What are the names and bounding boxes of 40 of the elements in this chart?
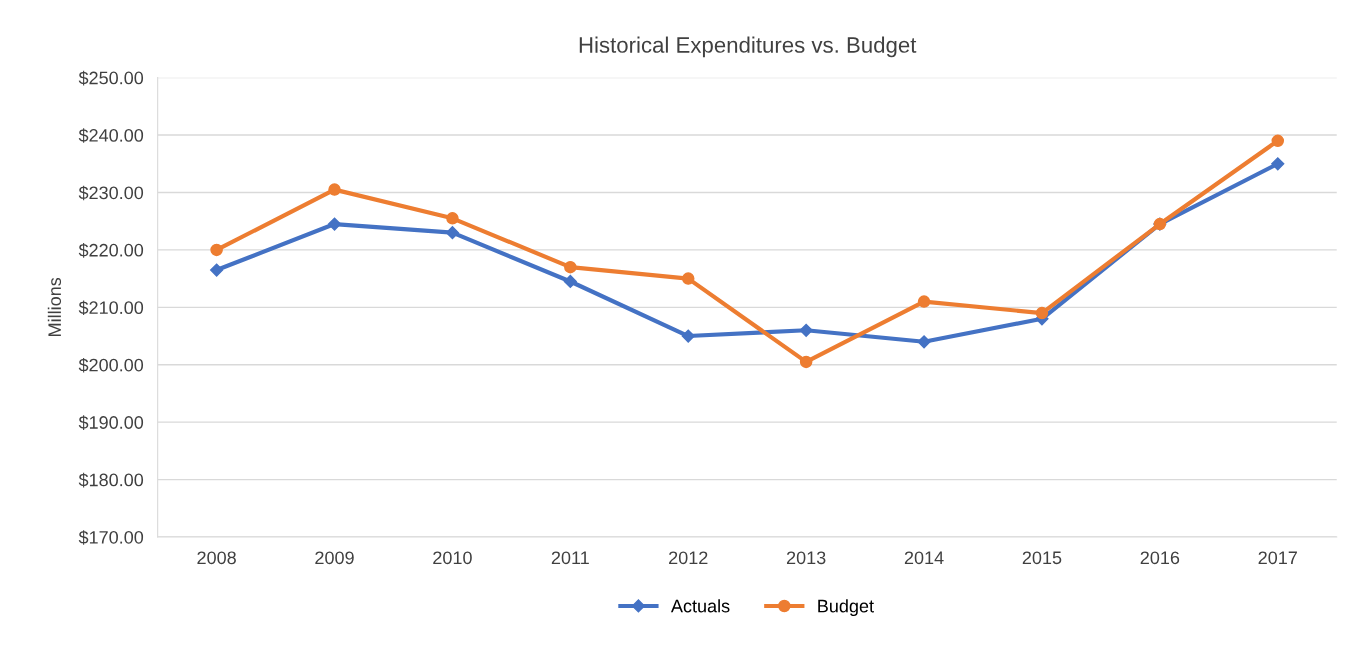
x-tick-label: 2014 xyxy=(904,551,944,565)
x-tick-label: 2010 xyxy=(433,551,472,565)
x-tick-label: 2017 xyxy=(1258,551,1297,565)
y-tick-label: $170.00 xyxy=(78,530,144,545)
y-tick-label: $240.00 xyxy=(78,128,144,143)
point xyxy=(210,263,224,277)
point xyxy=(327,217,342,231)
point xyxy=(917,335,931,349)
point xyxy=(446,212,459,225)
x-tick-label: 2016 xyxy=(1140,551,1180,565)
legend-label: Actuals xyxy=(670,599,730,613)
y-tick-label: $220.00 xyxy=(78,243,144,258)
chart-title: Historical Expenditures vs. Budget xyxy=(579,36,917,58)
point xyxy=(564,260,577,274)
y-tick-label: $180.00 xyxy=(78,472,144,488)
x-tick-label: 2012 xyxy=(669,551,708,565)
y-tick-label: $250.00 xyxy=(78,70,144,86)
x-tick-label: 2009 xyxy=(315,551,354,565)
point xyxy=(1035,306,1049,320)
point xyxy=(917,295,931,308)
point xyxy=(1271,157,1285,171)
point xyxy=(563,274,577,289)
y-tick-label: $190.00 xyxy=(78,415,144,430)
y-tick-label: $230.00 xyxy=(78,185,144,201)
y-tick-label: $210.00 xyxy=(78,300,144,316)
point xyxy=(445,226,460,240)
x-tick-label: 2011 xyxy=(551,551,589,565)
y-axis-title: Millions xyxy=(47,277,62,336)
x-tick-label: 2008 xyxy=(197,551,236,565)
point xyxy=(799,323,813,337)
point xyxy=(1271,134,1285,148)
point xyxy=(210,243,223,257)
x-tick-label: 2013 xyxy=(786,551,826,565)
legend-label: Budget xyxy=(818,599,874,617)
point xyxy=(681,329,695,343)
y-tick-label: $200.00 xyxy=(78,357,144,373)
point xyxy=(681,272,695,285)
point xyxy=(799,355,813,369)
point xyxy=(328,183,341,196)
x-tick-label: 2015 xyxy=(1022,551,1062,565)
